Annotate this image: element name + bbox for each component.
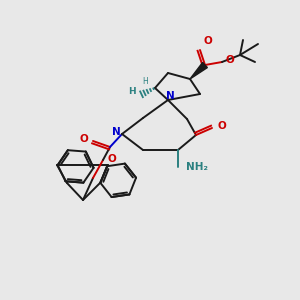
Text: NH₂: NH₂ <box>186 162 208 172</box>
Text: N: N <box>166 91 174 101</box>
Text: H: H <box>142 77 148 86</box>
Text: O: O <box>217 121 226 131</box>
Text: O: O <box>203 36 212 46</box>
Text: N: N <box>112 127 120 137</box>
Text: O: O <box>226 55 235 65</box>
Text: O: O <box>79 134 88 144</box>
Polygon shape <box>190 62 207 79</box>
Text: H: H <box>128 88 136 97</box>
Text: O: O <box>108 154 117 164</box>
